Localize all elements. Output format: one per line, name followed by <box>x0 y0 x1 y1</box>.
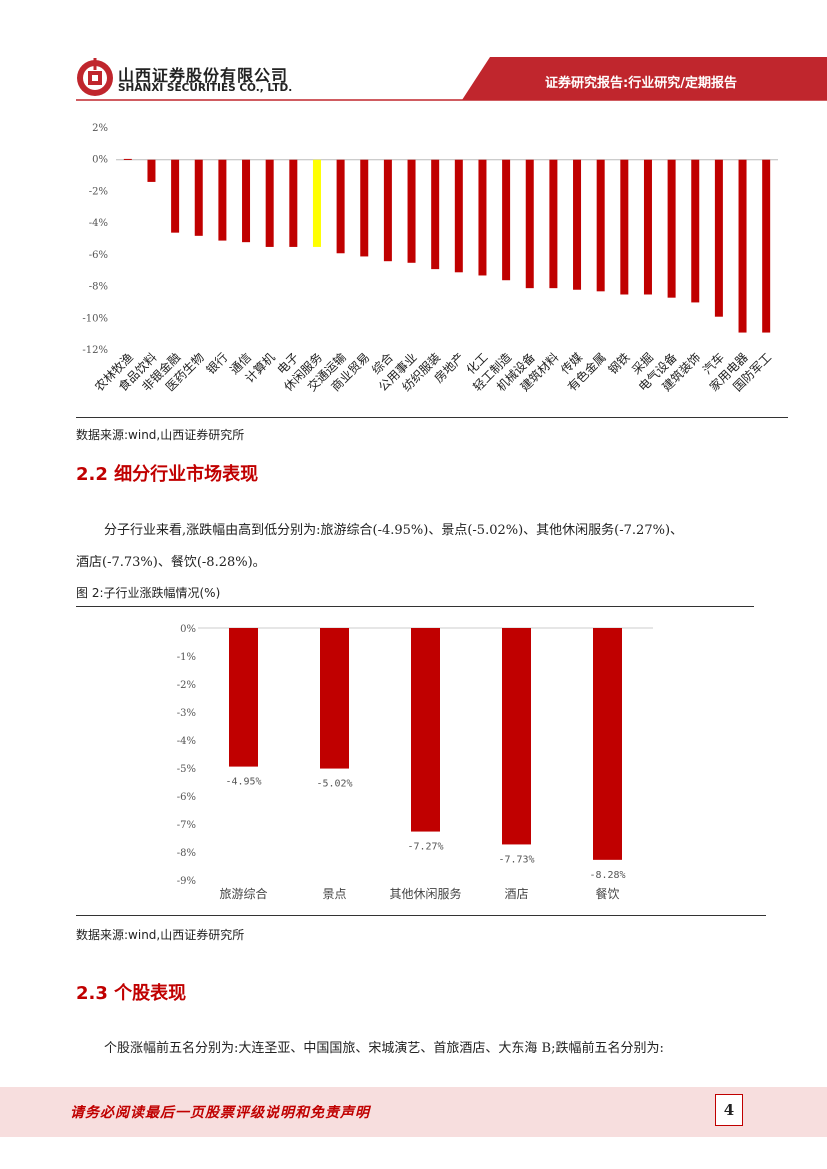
report-type: 证券研究报告:行业研究/定期报告 <box>545 76 737 91</box>
section-heading-2-2: 2.2 细分行业市场表现 <box>76 464 259 485</box>
y-tick-label: -6% <box>177 792 196 803</box>
bar <box>620 159 629 295</box>
bar <box>336 159 345 254</box>
y-tick-label: -9% <box>177 876 196 887</box>
header-banner <box>462 57 827 100</box>
bar <box>714 159 723 317</box>
bar <box>123 158 132 160</box>
bar <box>320 628 349 769</box>
y-tick-label: -8% <box>89 282 108 293</box>
y-tick-label: -10% <box>82 313 108 324</box>
y-tick-label: -1% <box>177 652 196 663</box>
footer-bar <box>0 1087 827 1137</box>
divider <box>76 606 754 607</box>
bar <box>549 159 558 289</box>
bar <box>147 159 156 182</box>
data-label: -4.95% <box>225 777 261 788</box>
bar <box>218 159 227 241</box>
x-tick-label: 餐饮 <box>595 886 619 901</box>
bar <box>478 159 487 276</box>
x-tick-label: 景点 <box>322 887 346 901</box>
bar <box>667 159 676 298</box>
divider <box>76 417 788 418</box>
data-label: -5.02% <box>316 779 352 790</box>
section-heading-2-3: 2.3 个股表现 <box>76 983 187 1004</box>
bar <box>383 159 392 262</box>
bar <box>573 159 582 290</box>
footer-disclaimer: 请务必阅读最后一页股票评级说明和免责声明 <box>70 1105 370 1121</box>
data-label: -7.27% <box>407 842 443 853</box>
header-graphics <box>76 57 827 101</box>
y-tick-label: 2% <box>92 123 108 134</box>
y-tick-label: 0% <box>92 155 108 166</box>
y-tick-label: -12% <box>82 345 108 356</box>
bar <box>312 159 321 247</box>
y-tick-label: -4% <box>89 218 108 229</box>
chart2-source: 数据来源:wind,山西证券研究所 <box>76 928 245 942</box>
y-tick-label: 0% <box>180 624 196 635</box>
x-tick-label: 酒店 <box>504 887 528 901</box>
sub-industry-change-chart: 0% -1% -2% -3% -4% -5% -6% -7% -8% -9% -4.95% 旅游综合 -… <box>177 624 653 901</box>
bar <box>171 159 180 233</box>
company-name-cn: 山西证券股份有限公司 <box>118 66 289 85</box>
bar <box>289 159 298 247</box>
divider <box>76 915 766 916</box>
paragraph-2-3: 个股涨幅前五名分别为:大连圣亚、中国国旅、宋城演艺、首旅酒店、大东海 B;跌幅前… <box>104 1041 664 1056</box>
x-tick-label: 旅游综合 <box>219 886 267 901</box>
y-tick-label: -8% <box>177 848 196 859</box>
y-tick-label: -5% <box>177 764 196 775</box>
y-tick-label: -4% <box>177 736 196 747</box>
bar <box>502 628 531 845</box>
page-number: 4 <box>723 1101 735 1119</box>
bar <box>593 628 622 860</box>
bar <box>454 159 463 273</box>
bar <box>265 159 274 247</box>
chart1-source: 数据来源:wind,山西证券研究所 <box>76 428 245 442</box>
bar <box>360 159 369 257</box>
bar <box>502 159 511 281</box>
y-tick-label: -6% <box>89 250 108 261</box>
bar <box>242 159 251 243</box>
x-tick-label: 钢铁 <box>606 350 633 377</box>
company-logo-icon <box>77 58 113 96</box>
bar <box>431 159 440 270</box>
bar <box>194 159 203 236</box>
bar <box>407 159 416 263</box>
x-tick-label: 其他休闲服务 <box>389 886 461 901</box>
bar <box>762 159 771 333</box>
bar <box>229 628 258 767</box>
paragraph-line-1: 分子行业来看,涨跌幅由高到低分别为:旅游综合(-4.95%)、景点(-5.02%… <box>104 523 684 538</box>
paragraph-line-2: 酒店(-7.73%)、餐饮(-8.28%)。 <box>76 555 266 570</box>
data-label: -8.28% <box>589 870 625 881</box>
page-header: 山西证券股份有限公司 SHANXI SECURITIES CO., LTD. 证… <box>0 0 827 110</box>
y-tick-label: -3% <box>177 708 196 719</box>
y-tick-label: -7% <box>177 820 196 831</box>
page-number-box: 4 <box>715 1094 743 1126</box>
y-tick-label: -2% <box>177 680 196 691</box>
bar <box>738 159 747 333</box>
figure-label: 图 2:子行业涨跌幅情况(%) <box>76 586 221 600</box>
y-tick-label: -2% <box>89 186 108 197</box>
bar <box>691 159 700 303</box>
industry-change-chart: 2%0%-2%-4%-6%-8%-10%-12%农林牧渔食品饮料非银金融医药生物… <box>82 123 778 394</box>
bar <box>643 159 652 295</box>
data-label: -7.73% <box>498 854 534 865</box>
x-tick-label: 银行 <box>204 350 231 377</box>
bar <box>525 159 534 289</box>
company-name-en: SHANXI SECURITIES CO., LTD. <box>118 82 293 94</box>
bar <box>596 159 605 292</box>
bar <box>411 628 440 832</box>
